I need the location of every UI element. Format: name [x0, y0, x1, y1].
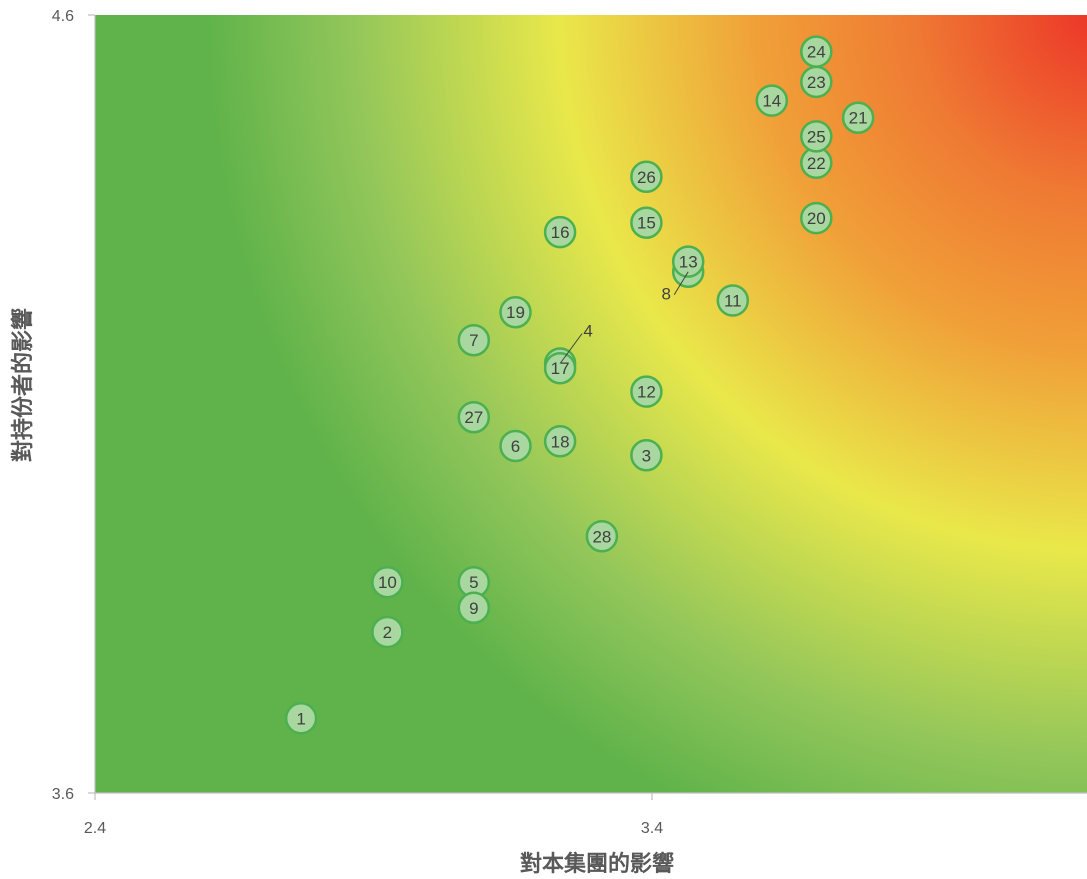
marker-circle — [543, 215, 577, 249]
data-point-9: 9 — [457, 591, 491, 625]
marker-circle — [716, 284, 750, 317]
point-label: 22 — [807, 154, 826, 173]
marker-circle — [800, 120, 833, 153]
y-axis-title: 對持份者的影響 — [10, 308, 36, 462]
leader-line-8 — [673, 271, 689, 295]
marker-circle — [630, 160, 663, 194]
leader-line-4 — [559, 333, 583, 364]
data-point-24: 24 — [800, 35, 833, 68]
point-label: 27 — [464, 408, 483, 427]
point-label-external-8: 8 — [661, 285, 670, 304]
marker-circle — [630, 206, 663, 239]
data-point-27: 27 — [457, 400, 491, 434]
point-label: 9 — [469, 599, 478, 618]
point-label: 21 — [849, 109, 868, 128]
data-point-20: 20 — [800, 201, 833, 235]
marker-circle — [630, 439, 663, 472]
x-tick-label-mid: 3.4 — [641, 820, 663, 837]
marker-circle — [800, 35, 833, 68]
marker-circle — [371, 565, 404, 599]
point-label: 1 — [296, 709, 305, 728]
point-label: 11 — [724, 292, 742, 311]
point-label-external-4: 4 — [583, 322, 592, 341]
marker-circle — [499, 295, 532, 329]
marker-circle — [841, 101, 875, 134]
data-point-6: 6 — [499, 429, 532, 463]
marker-circle — [284, 702, 318, 735]
y-tick-label-top: 4.6 — [52, 8, 74, 25]
point-label: 26 — [637, 168, 656, 187]
marker-circle — [543, 425, 577, 458]
x-axis-title: 對本集團的影響 — [520, 851, 674, 877]
point-label: 28 — [592, 527, 611, 546]
point-label: 14 — [762, 92, 781, 111]
marker-circle — [371, 615, 404, 649]
point-label: 13 — [679, 253, 698, 272]
point-label: 16 — [551, 223, 570, 242]
data-point-15: 15 — [630, 206, 663, 239]
point-label: 15 — [637, 214, 656, 233]
marker-circle — [755, 84, 789, 117]
point-label: 24 — [807, 43, 826, 62]
marker-circle — [457, 323, 491, 357]
point-label: 19 — [506, 303, 525, 322]
point-label: 12 — [637, 383, 656, 402]
point-label: 7 — [469, 331, 478, 350]
data-point-1: 1 — [284, 702, 318, 735]
point-label: 25 — [807, 127, 826, 146]
data-point-23: 23 — [800, 65, 833, 99]
marker-circle — [630, 375, 663, 408]
marker-circle — [585, 520, 619, 553]
external-labels: 48 — [559, 271, 689, 364]
data-points: 1235679101112131415161718192021222324252… — [284, 35, 875, 735]
data-point-16: 16 — [543, 215, 577, 249]
plot-background-heatmap — [95, 15, 1087, 793]
point-label: 3 — [642, 446, 651, 465]
point-label: 23 — [807, 73, 826, 92]
point-label: 20 — [807, 209, 826, 228]
x-tick-label-left: 2.4 — [84, 820, 106, 837]
data-point-3: 3 — [630, 439, 663, 472]
data-point-12: 12 — [630, 375, 663, 408]
point-label: 6 — [511, 437, 520, 456]
data-point-2: 2 — [371, 615, 404, 649]
point-label: 18 — [551, 432, 570, 451]
data-point-18: 18 — [543, 425, 577, 458]
data-point-25: 25 — [800, 120, 833, 153]
data-point-26: 26 — [630, 160, 663, 194]
marker-circle — [543, 351, 577, 385]
marker-circle — [457, 591, 491, 625]
data-point-21: 21 — [841, 101, 875, 134]
data-point-10: 10 — [371, 565, 404, 599]
data-point-7: 7 — [457, 323, 491, 357]
point-label: 17 — [551, 359, 570, 378]
point-label: 10 — [378, 573, 397, 592]
marker-circle — [671, 245, 705, 278]
marker-circle — [499, 429, 532, 463]
data-point-13: 13 — [671, 245, 705, 278]
point-label: 2 — [383, 623, 392, 642]
point-label: 5 — [469, 573, 478, 592]
marker-circle — [800, 201, 833, 235]
data-point-17: 17 — [543, 351, 577, 385]
data-point-28: 28 — [585, 520, 619, 553]
marker-circle — [457, 400, 491, 434]
y-tick-label-bottom: 3.6 — [52, 786, 74, 803]
data-point-14: 14 — [755, 84, 789, 117]
axes: 4.6 3.6 2.4 3.4 對本集團的影響 對持份者的影響 — [10, 8, 1087, 877]
data-point-11: 11 — [716, 284, 750, 317]
data-point-19: 19 — [499, 295, 532, 329]
